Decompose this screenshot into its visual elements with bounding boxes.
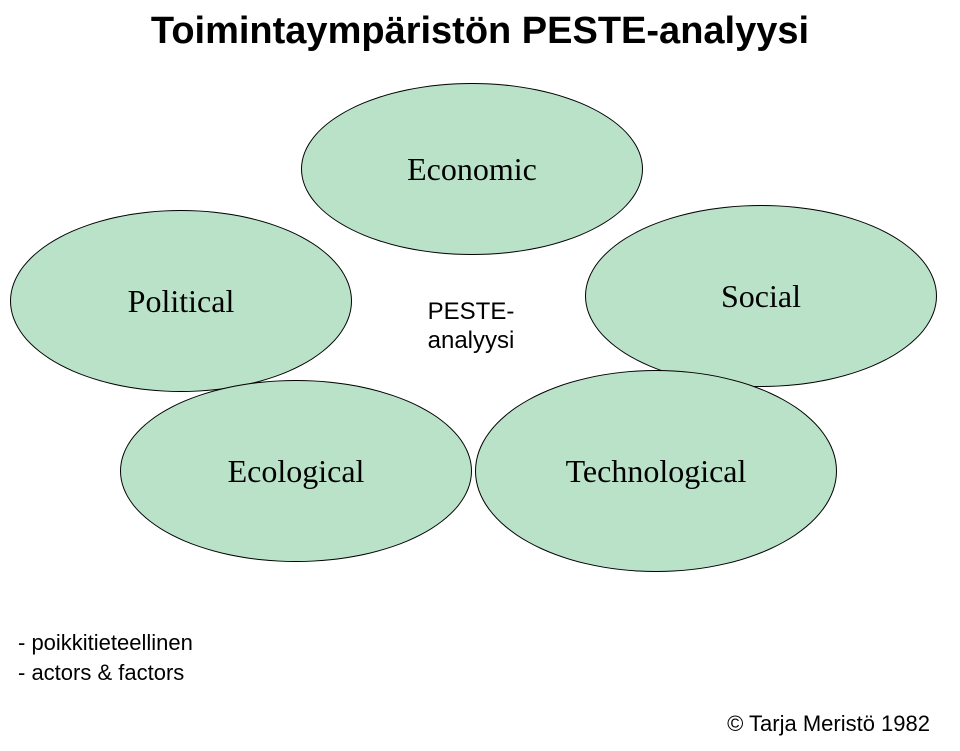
node-technological: Technological	[475, 370, 837, 572]
center-label: PESTE- analyysi	[401, 298, 541, 356]
node-label: Social	[721, 278, 801, 315]
node-label: Economic	[407, 151, 537, 188]
node-label: Technological	[566, 453, 747, 490]
credit-line: © Tarja Meristö 1982	[727, 711, 930, 737]
node-social: Social	[585, 205, 937, 387]
node-ecological: Ecological	[120, 380, 472, 562]
bullet-item: - poikkitieteellinen	[18, 628, 193, 658]
node-economic: Economic	[301, 83, 643, 255]
node-label: Political	[128, 283, 235, 320]
center-label-line1: PESTE-	[428, 298, 515, 325]
center-label-line2: analyysi	[428, 327, 515, 354]
node-political: Political	[10, 210, 352, 392]
page-title: Toimintaympäristön PESTE-analyysi	[0, 10, 960, 53]
bullet-list: - poikkitieteellinen - actors & factors	[18, 628, 193, 687]
bullet-item: - actors & factors	[18, 658, 193, 688]
node-label: Ecological	[228, 453, 365, 490]
